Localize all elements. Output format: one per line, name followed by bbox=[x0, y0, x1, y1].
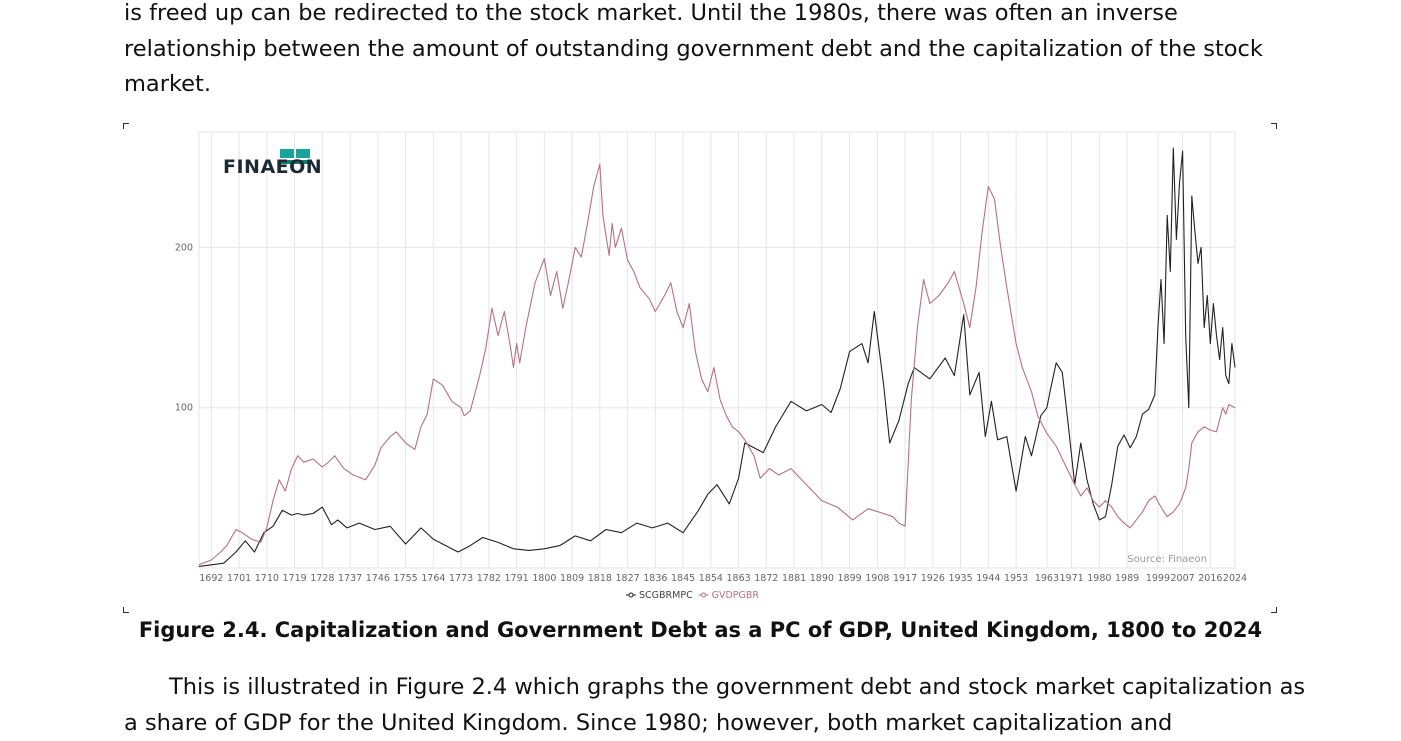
series-line-gvdpgbr bbox=[199, 164, 1235, 565]
x-tick-label: 1863 bbox=[726, 573, 750, 584]
x-tick-label: 2024 bbox=[1223, 573, 1247, 584]
x-tick-label: 1773 bbox=[449, 573, 473, 584]
x-tick-label: 1827 bbox=[615, 573, 639, 584]
legend-marker bbox=[702, 593, 706, 597]
x-tick-label: 1737 bbox=[338, 573, 362, 584]
x-tick-label: 1872 bbox=[754, 573, 778, 584]
x-tick-label: 1971 bbox=[1059, 573, 1083, 584]
x-tick-label: 1818 bbox=[588, 573, 612, 584]
x-tick-label: 1800 bbox=[532, 573, 556, 584]
x-tick-label: 1989 bbox=[1115, 573, 1139, 584]
legend-label: SCGBRMPC bbox=[639, 590, 693, 601]
chart-legend: SCGBRMPC GVDPGBR bbox=[626, 590, 759, 601]
y-tick-label: 100 bbox=[175, 403, 193, 414]
x-tick-label: 1944 bbox=[976, 573, 1000, 584]
x-tick-label: 1908 bbox=[865, 573, 889, 584]
text-line: a share of GDP for the United Kingdom. S… bbox=[124, 706, 1284, 741]
x-tick-label: 1782 bbox=[477, 573, 501, 584]
x-tick-label: 1953 bbox=[1004, 573, 1028, 584]
bottom-paragraph: This is illustrated in Figure 2.4 which … bbox=[124, 670, 1284, 741]
x-tick-label: 1701 bbox=[227, 573, 251, 584]
x-tick-label: 1917 bbox=[893, 573, 917, 584]
grid-layer bbox=[199, 132, 1235, 568]
x-tick-label: 1764 bbox=[421, 573, 445, 584]
x-tick-label: 1809 bbox=[560, 573, 584, 584]
x-tick-label: 1836 bbox=[643, 573, 667, 584]
x-tick-label: 1692 bbox=[199, 573, 223, 584]
x-tick-label: 1890 bbox=[810, 573, 834, 584]
legend-marker bbox=[629, 593, 633, 597]
text-line: market. bbox=[124, 67, 1284, 103]
x-tick-label: 1845 bbox=[671, 573, 695, 584]
figure-caption: Figure 2.4. Capitalization and Governmen… bbox=[0, 618, 1401, 642]
x-tick-label: 1728 bbox=[310, 573, 334, 584]
legend-label: GVDPGBR bbox=[712, 590, 760, 601]
logo-text: FINAEON bbox=[223, 156, 322, 178]
x-tick-label: 1881 bbox=[782, 573, 806, 584]
x-tick-label: 2016 bbox=[1198, 573, 1222, 584]
text-line: relationship between the amount of outst… bbox=[124, 32, 1284, 68]
source-note: Source: Finaeon bbox=[1127, 554, 1207, 565]
x-tick-label: 1980 bbox=[1087, 573, 1111, 584]
y-tick-label: 200 bbox=[175, 242, 193, 253]
x-tick-label: 1926 bbox=[921, 573, 945, 584]
text-line: This is illustrated in Figure 2.4 which … bbox=[124, 670, 1284, 706]
top-paragraph: is freed up can be redirected to the sto… bbox=[124, 0, 1284, 103]
x-tick-label: 2007 bbox=[1170, 573, 1194, 584]
x-tick-label: 1791 bbox=[504, 573, 528, 584]
x-tick-label: 1746 bbox=[366, 573, 390, 584]
x-tick-label: 1935 bbox=[948, 573, 972, 584]
x-tick-label: 1755 bbox=[393, 573, 417, 584]
plot-frame bbox=[199, 132, 1235, 568]
x-tick-label: 1999 bbox=[1146, 573, 1170, 584]
series-layer bbox=[199, 148, 1235, 566]
text-line: is freed up can be redirected to the sto… bbox=[124, 0, 1284, 32]
finaeon-logo: FINAEON bbox=[223, 149, 322, 178]
x-tick-label: 1854 bbox=[699, 573, 723, 584]
x-tick-label: 1899 bbox=[837, 573, 861, 584]
x-tick-label: 1719 bbox=[282, 573, 306, 584]
x-tick-label: 1710 bbox=[255, 573, 279, 584]
series-line-scgbrmpc bbox=[199, 148, 1235, 566]
x-tick-label: 1963 bbox=[1035, 573, 1059, 584]
